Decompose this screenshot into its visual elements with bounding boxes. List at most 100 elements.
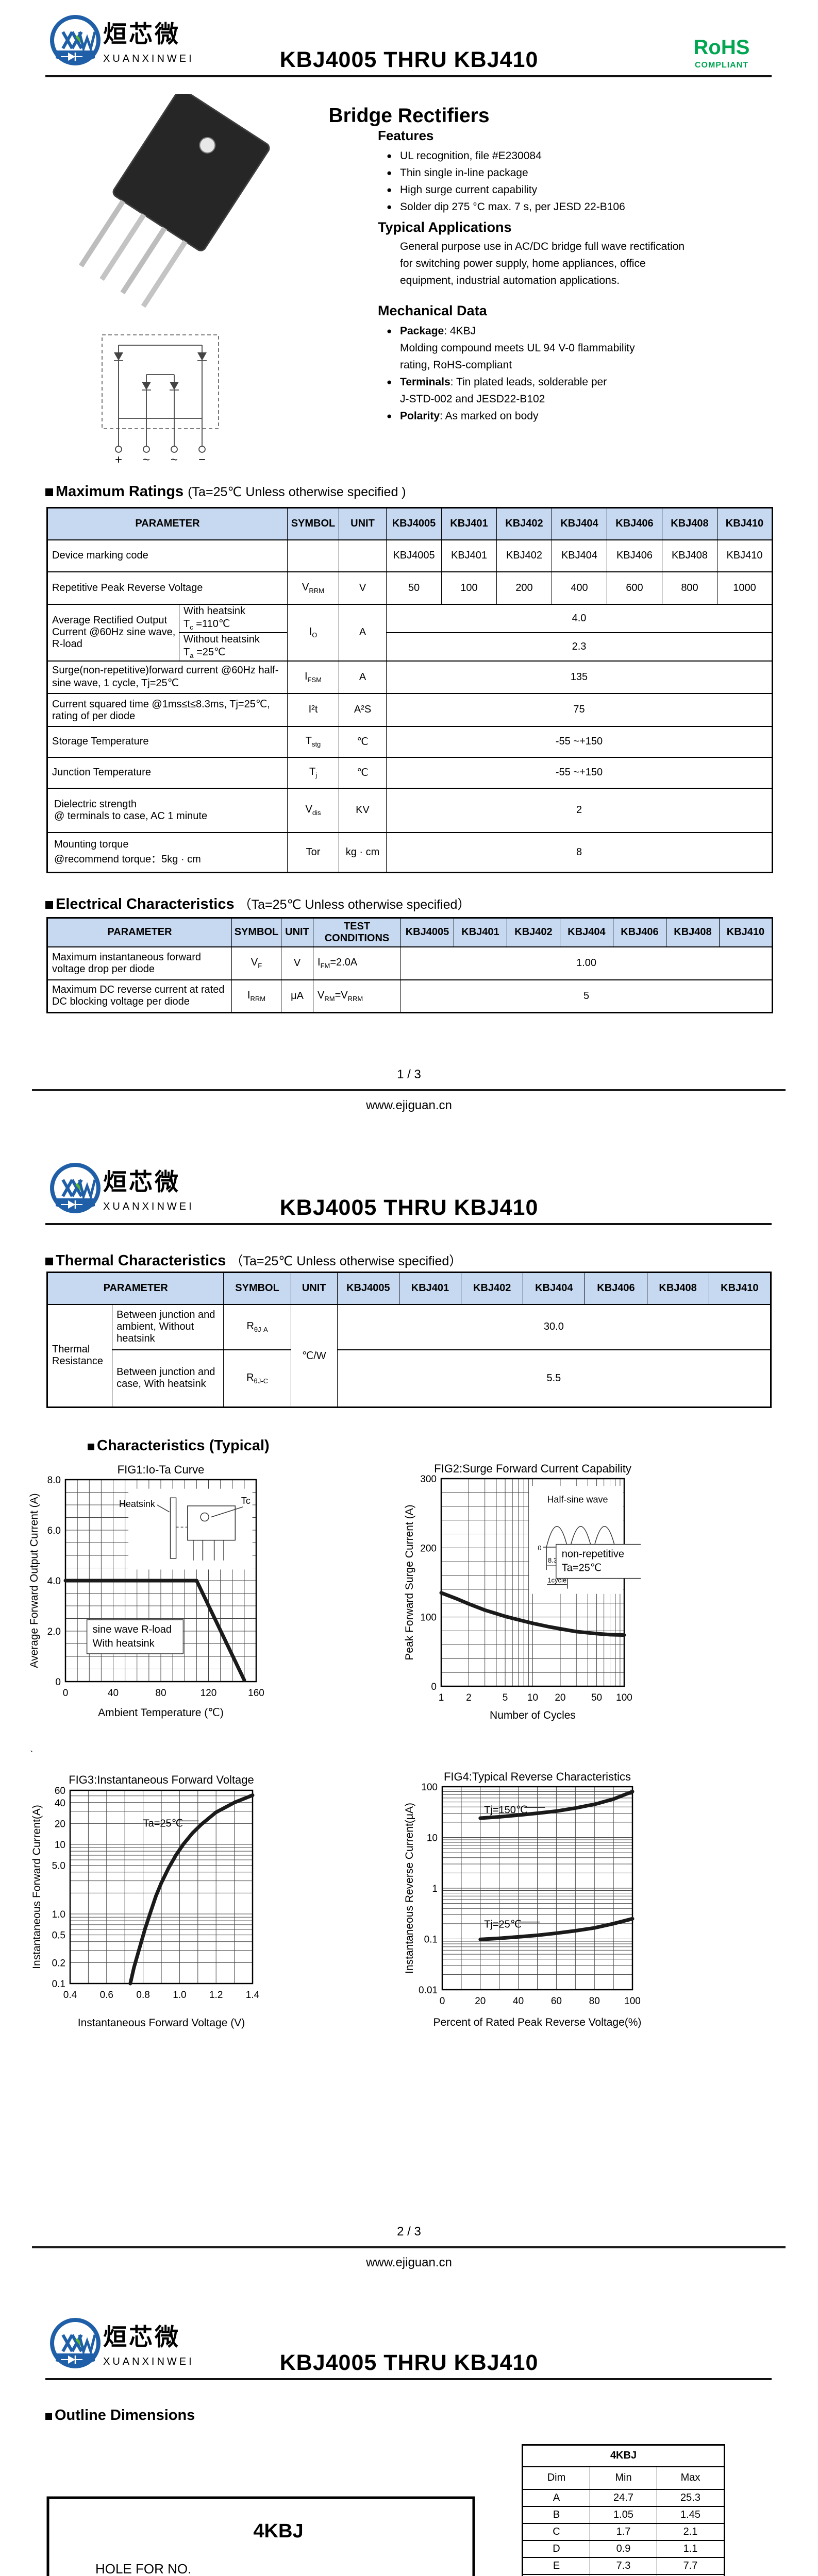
model-header-cell: KBJ406 — [607, 507, 662, 540]
bridge-pin-plus: + — [115, 453, 122, 466]
feature-item: ● Thin single in-line package — [387, 167, 528, 179]
logo-chinese-text: 烜芯微 — [103, 1168, 180, 1195]
svg-text:0: 0 — [538, 1544, 541, 1552]
feature-item: ● Solder dip 275 °C max. 7 s, per JESD 22… — [387, 201, 625, 213]
electrical-header-row: PARAMETER SYMBOL UNIT TEST CONDITIONS KB… — [47, 917, 773, 947]
svg-text:10: 10 — [55, 1840, 65, 1851]
mechanical-data-line: ● Polarity: As marked on body — [387, 410, 539, 422]
vrrm-value-cell: 400 — [552, 571, 607, 605]
dims-header-cell: Min — [590, 2466, 657, 2490]
svg-text:1.0: 1.0 — [173, 1990, 186, 2001]
svg-text:0.1: 0.1 — [424, 1935, 438, 1945]
svg-text:0.5: 0.5 — [52, 1930, 65, 1941]
device-marking-cell: KBJ4005 — [386, 539, 442, 572]
svg-text:Tc: Tc — [241, 1496, 251, 1506]
mechanical-data-line: ● Package: 4KBJ — [387, 325, 476, 337]
model-header-cell: KBJ404 — [552, 507, 607, 540]
feature-item: ● UL recognition, file #E230084 — [387, 150, 542, 162]
electrical-heading: Electrical Characteristics （Ta=25℃ Unles… — [45, 894, 470, 913]
svg-text:200: 200 — [420, 1543, 437, 1554]
svg-text:100: 100 — [420, 1613, 437, 1623]
svg-text:0: 0 — [55, 1677, 61, 1688]
svg-text:1: 1 — [439, 1692, 444, 1703]
vrrm-value-cell: 1000 — [717, 571, 773, 605]
thermal-row-1: Thermal Resistance Between junction and … — [46, 1303, 772, 1408]
svg-text:2: 2 — [466, 1692, 472, 1703]
vf-row: Maximum instantaneous forward voltage dr… — [47, 946, 773, 980]
device-marking-row: Device marking code KBJ4005 KBJ401 KBJ402 K… — [47, 539, 773, 572]
outline-drawing: 4KBJ HOLE FOR NO. 6 SCREW + ~ ~ − — [46, 2496, 475, 2576]
stray-mark: ` — [30, 1750, 34, 1761]
svg-text:0.01: 0.01 — [419, 1985, 438, 1996]
dims-row: D 0.9 1.1 — [522, 2539, 725, 2558]
svg-text:Ta=25℃: Ta=25℃ — [562, 1563, 602, 1574]
electrical-table: PARAMETER SYMBOL UNIT TEST CONDITIONS KB… — [46, 917, 773, 1013]
hole-note-line1: HOLE FOR NO. — [95, 2561, 191, 2576]
svg-text:60: 60 — [55, 1786, 65, 1797]
mechanical-data-heading: Mechanical Data — [378, 303, 487, 318]
svg-text:80: 80 — [155, 1688, 166, 1699]
device-marking-cell: KBJ402 — [496, 539, 552, 572]
irrm-row: Maximum DC reverse current at rated DC b… — [47, 979, 773, 1013]
mechanical-data-line: J-STD-002 and JESD22-B102 — [400, 393, 545, 405]
svg-text:10: 10 — [427, 1833, 438, 1844]
mechanical-data-line: ● Terminals: Tin plated leads, solderable… — [387, 376, 607, 388]
model-header-cell: KBJ408 — [646, 1272, 709, 1305]
header-rule — [45, 2378, 772, 2380]
device-marking-cell: KBJ404 — [552, 539, 607, 572]
features-list: ● UL recognition, file #E230084 ● Thin sing… — [387, 147, 625, 215]
svg-text:1.2: 1.2 — [209, 1990, 223, 2001]
model-header-cell: KBJ4005 — [400, 917, 454, 947]
bridge-pin-minus: − — [198, 453, 206, 466]
max-ratings-heading: Maximum Ratings (Ta=25℃ Unless otherwise… — [45, 483, 406, 500]
header-rule — [45, 1223, 772, 1225]
dimensions-table: 4KBJ Dim Min Max A 24.7 25.3 B 1.05 1.45 C 1.7 2… — [522, 2444, 726, 2576]
svg-text:With heatsink: With heatsink — [93, 1638, 155, 1649]
vdis-row: Dielectric strength @ terminals to case, … — [47, 787, 773, 833]
svg-text:non-repetitive: non-repetitive — [562, 1549, 624, 1560]
thermal-heading: Thermal Characteristics （Ta=25℃ Unless o… — [45, 1251, 462, 1269]
svg-text:FIG3:Instantaneous Forward Vol: FIG3:Instantaneous Forward Voltage — [69, 1773, 254, 1786]
logo-english-text: XUANXINWEI — [103, 1201, 194, 1212]
bridge-circuit-diagram: + ~ ~ − — [97, 331, 224, 468]
page2-number: 2 / 3 — [397, 2225, 421, 2239]
model-header-cell: KBJ402 — [461, 1272, 524, 1305]
mechanical-data-line: rating, RoHS-compliant — [400, 359, 512, 371]
svg-text:Percent of Rated Peak Reverse: Percent of Rated Peak Reverse Voltage(%) — [433, 2016, 642, 2028]
svg-text:120: 120 — [201, 1688, 217, 1699]
svg-text:40: 40 — [108, 1688, 119, 1699]
svg-text:50: 50 — [591, 1692, 602, 1703]
svg-text:1: 1 — [432, 1884, 438, 1894]
svg-text:1.4: 1.4 — [246, 1990, 260, 2001]
logo-chinese-text: 烜芯微 — [103, 2324, 180, 2350]
header-rule — [45, 75, 772, 77]
outline-heading: Outline Dimensions — [45, 2407, 195, 2424]
vrrm-value-cell: 200 — [496, 571, 552, 605]
dims-row: C 1.7 2.1 — [522, 2522, 725, 2541]
tstg-row: Storage Temperature Tstg ℃ -55 ~+150 — [47, 725, 773, 758]
rohs-badge: RoHS — [693, 36, 750, 59]
bridge-pin-ac2: ~ — [171, 453, 178, 466]
product-photo — [66, 89, 278, 310]
page3-header: 烜芯微 XUANXINWEI KBJ4005 THRU KBJ410 — [0, 2312, 818, 2384]
model-header-cell: KBJ408 — [666, 917, 720, 947]
svg-text:Instantaneous Reverse Current(: Instantaneous Reverse Current(μA) — [404, 1803, 415, 1974]
svg-text:Number of Cycles: Number of Cycles — [490, 1709, 576, 1721]
ifsm-row: Surge(non-repetitive)forward current @60… — [47, 660, 773, 694]
company-logo-icon: 烜芯微 XUANXINWEI — [50, 2318, 192, 2368]
model-header-cell: KBJ401 — [454, 917, 507, 947]
tj-row: Junction Temperature Tj ℃ -55 ~+150 — [47, 756, 773, 789]
svg-text:sine wave R-load: sine wave R-load — [93, 1624, 172, 1635]
svg-text:0.2: 0.2 — [52, 1958, 65, 1969]
features-heading: Features — [378, 128, 434, 143]
svg-text:0.8: 0.8 — [136, 1990, 149, 2001]
model-header-cell: KBJ408 — [662, 507, 717, 540]
svg-text:6.0: 6.0 — [47, 1526, 61, 1536]
svg-text:FIG1:Io-Ta Curve: FIG1:Io-Ta Curve — [118, 1463, 205, 1476]
vrrm-value-cell: 50 — [386, 571, 442, 605]
svg-text:Tj=150℃: Tj=150℃ — [484, 1804, 527, 1816]
io-row-1: Average Rectified Output Current @60Hz s… — [47, 603, 773, 662]
product-title: Bridge Rectifiers — [328, 105, 490, 127]
dims-header-row: Dim Min Max — [522, 2466, 725, 2490]
svg-text:0: 0 — [440, 1996, 445, 2007]
